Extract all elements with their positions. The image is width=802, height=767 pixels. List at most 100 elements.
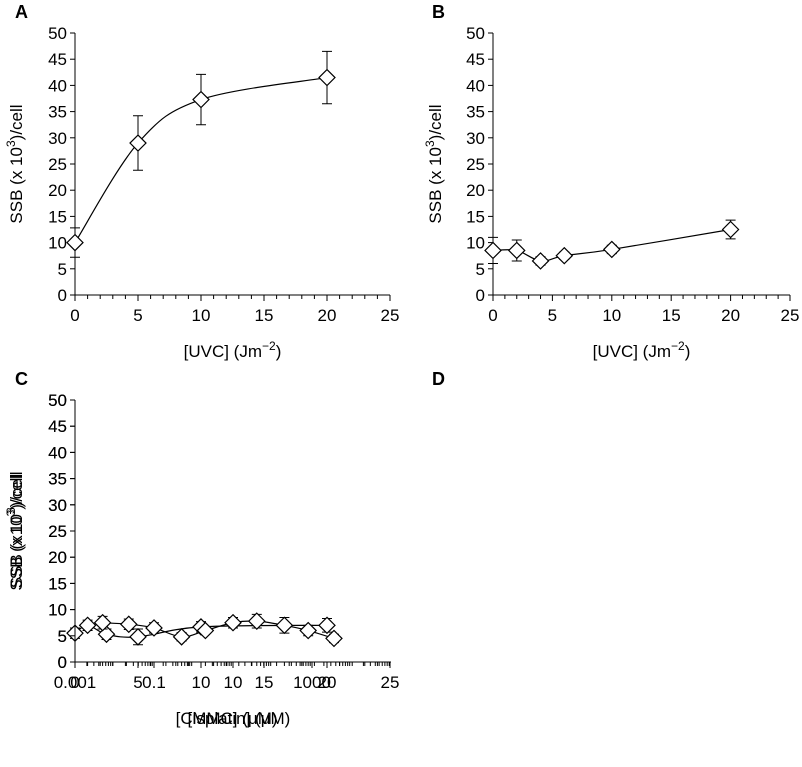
x-axis-label: [UVC] (Jm−2) [593, 339, 691, 361]
marker [555, 246, 574, 265]
panel-label: D [432, 369, 445, 389]
marker [78, 616, 97, 635]
y-tick-label: 15 [466, 207, 485, 226]
x-tick-label: 0 [70, 306, 79, 325]
marker [192, 90, 210, 109]
y-tick-label: 45 [48, 50, 67, 69]
y-tick-label: 25 [48, 522, 67, 541]
x-tick-label: 10 [224, 673, 243, 692]
y-tick-label: 20 [48, 548, 67, 567]
y-tick-label: 15 [48, 574, 67, 593]
marker [531, 252, 550, 270]
y-tick-label: 5 [476, 260, 485, 279]
marker [721, 220, 740, 239]
y-tick-label: 20 [48, 548, 67, 567]
y-tick-label: 40 [48, 443, 67, 462]
y-tick-label: 50 [48, 391, 67, 410]
x-tick-label: 0 [488, 306, 497, 325]
marker [325, 629, 343, 648]
y-axis-label-part: )/cell [7, 104, 26, 140]
y-tick-label: 50 [48, 391, 67, 410]
y-axis-label-part: SSB (x 10 [7, 147, 26, 224]
x-tick-label: 0.001 [54, 673, 97, 692]
y-tick-label: 45 [48, 417, 67, 436]
x-axis-label-part: [UVC] (Jm [593, 342, 671, 361]
x-axis-label: [Cisplatin] (μM) [176, 709, 291, 728]
y-axis-label-part: SSB (x 10 [7, 514, 26, 591]
y-tick-label: 25 [48, 522, 67, 541]
marker [145, 619, 163, 637]
marker [119, 615, 138, 634]
marker [602, 240, 621, 259]
y-tick-label: 0 [476, 286, 485, 305]
x-tick-label: 5 [133, 306, 142, 325]
y-tick-label: 10 [48, 601, 67, 620]
marker [172, 627, 191, 646]
y-tick-label: 30 [48, 129, 67, 148]
y-tick-label: 10 [48, 601, 67, 620]
x-tick-label: 10 [192, 306, 211, 325]
y-tick-label: 35 [466, 103, 485, 122]
panel-label: C [15, 369, 28, 389]
x-tick-label: 25 [381, 306, 400, 325]
line [102, 620, 335, 639]
x-axis-label: [UVC] (Jm−2) [184, 339, 282, 361]
y-tick-label: 20 [466, 181, 485, 200]
y-axis-label: SSB (x 103)/cell [423, 104, 445, 223]
y-axis-label-part: SSB (x 10 [426, 147, 445, 224]
y-axis-label-part: 3 [4, 507, 18, 514]
marker [66, 233, 84, 252]
y-axis-label: SSB (x 103)/cell [4, 104, 26, 223]
y-tick-label: 40 [466, 76, 485, 95]
y-tick-label: 10 [466, 234, 485, 253]
y-tick-label: 50 [466, 24, 485, 43]
y-tick-label: 30 [466, 129, 485, 148]
y-tick-label: 30 [48, 496, 67, 515]
y-tick-label: 0 [58, 286, 67, 305]
panel-label: B [432, 2, 445, 22]
y-tick-label: 35 [48, 470, 67, 489]
x-tick-label: 0.1 [142, 673, 166, 692]
y-tick-label: 10 [48, 234, 67, 253]
x-tick-label: 15 [255, 673, 274, 692]
y-tick-label: 15 [48, 207, 67, 226]
x-axis-label: [MMC] (μM) [187, 709, 277, 728]
y-axis-label: SSB (x 103)/cell [4, 471, 26, 590]
y-tick-label: 25 [466, 155, 485, 174]
y-tick-label: 50 [48, 24, 67, 43]
marker [93, 613, 112, 632]
y-tick-label: 40 [48, 76, 67, 95]
x-tick-label: 20 [721, 306, 740, 325]
y-tick-label: 5 [58, 627, 67, 646]
panel-label: A [15, 2, 28, 22]
marker [318, 616, 336, 635]
y-axis-label-part: )/cell [7, 471, 26, 507]
line [74, 76, 328, 243]
x-tick-label: 25 [381, 673, 400, 692]
x-axis-label-part: ) [685, 342, 691, 361]
x-axis-label-part: ) [276, 342, 282, 361]
y-tick-label: 20 [48, 181, 67, 200]
x-axis-label-part: −2 [262, 339, 276, 353]
y-axis-label-part: SSB (x10 [7, 516, 26, 588]
marker [484, 241, 502, 260]
marker [507, 241, 526, 260]
x-tick-label: 1000 [293, 673, 331, 692]
y-tick-label: 5 [58, 260, 67, 279]
x-tick-label: 10 [602, 306, 621, 325]
marker [299, 621, 318, 640]
x-tick-label: 20 [318, 306, 337, 325]
x-tick-label: 15 [255, 306, 274, 325]
y-axis-label-part: 3 [423, 140, 437, 147]
x-tick-label: 20 [318, 673, 337, 692]
y-axis-label-part: )/cell [7, 474, 26, 510]
y-tick-label: 40 [48, 443, 67, 462]
marker [318, 68, 336, 87]
x-tick-label: 25 [781, 306, 800, 325]
y-tick-label: 35 [48, 470, 67, 489]
x-tick-label: 5 [548, 306, 557, 325]
y-tick-label: 45 [48, 417, 67, 436]
y-axis-label-part: )/cell [426, 104, 445, 140]
x-tick-label: 10 [192, 673, 211, 692]
